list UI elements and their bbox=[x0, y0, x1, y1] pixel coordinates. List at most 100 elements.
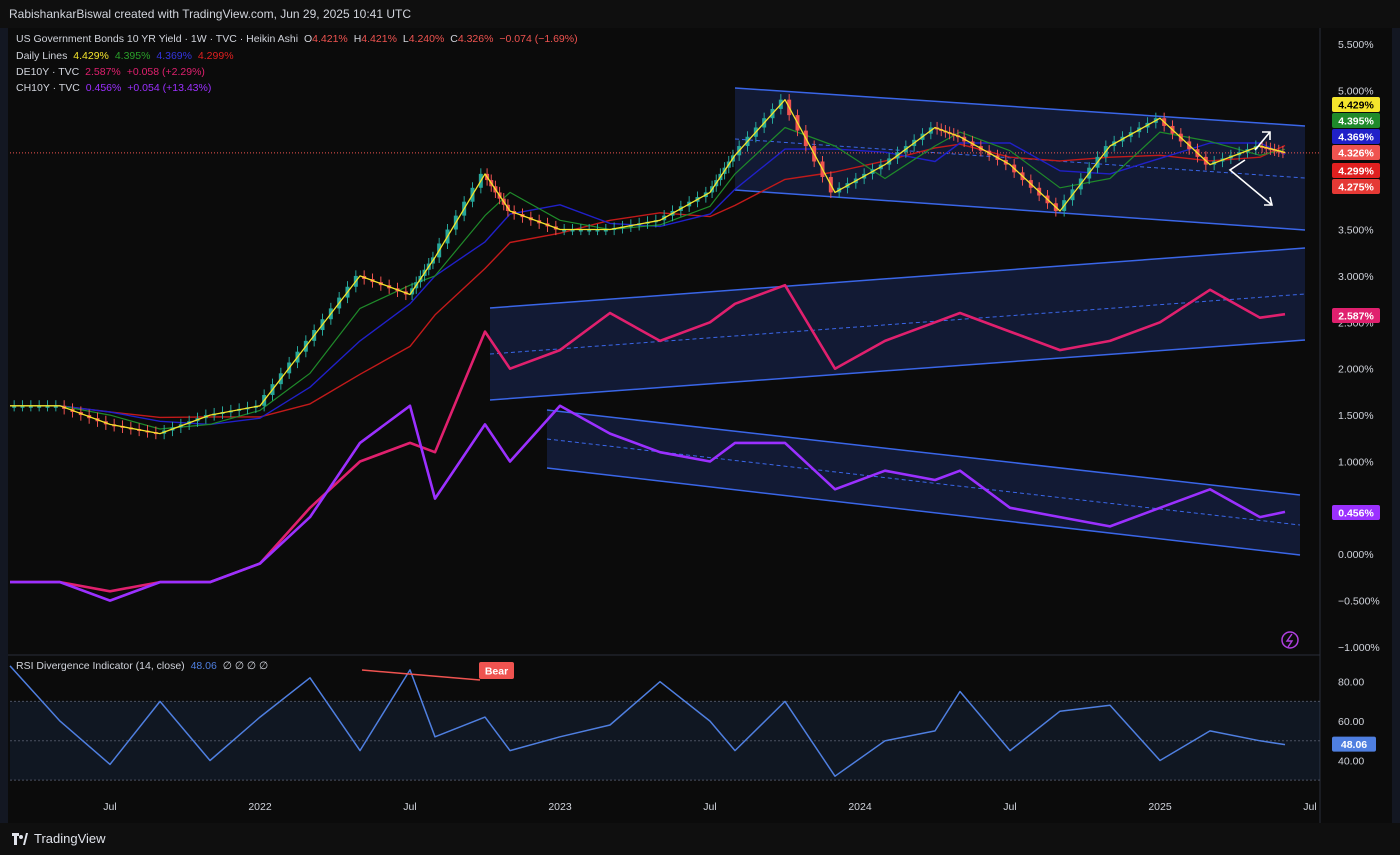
ma-yellow-line bbox=[10, 99, 1286, 435]
alert-lightning-bolt bbox=[1285, 633, 1294, 648]
rsi-legend[interactable]: RSI Divergence Indicator (14, close) 48.… bbox=[16, 660, 271, 672]
low-value: 4.240% bbox=[408, 33, 445, 45]
last-value-tag bbox=[1332, 97, 1380, 112]
down-arrow-head bbox=[1264, 196, 1274, 206]
y-tick-label: 3.000% bbox=[1338, 271, 1374, 283]
bear-divergence-line bbox=[361, 669, 481, 681]
close-label: C bbox=[450, 33, 458, 45]
candle-body bbox=[603, 229, 608, 232]
ma-green-line bbox=[10, 126, 1286, 430]
rsi-band bbox=[10, 701, 1320, 781]
ch10y-channel-upper bbox=[546, 409, 1301, 496]
last-value-tag-text: 4.395% bbox=[1338, 116, 1374, 128]
y-tick-label: 2.000% bbox=[1338, 364, 1374, 376]
rsi-value: 48.06 bbox=[190, 660, 217, 672]
ma-red-line bbox=[10, 143, 1286, 419]
last-value-tag-text: 4.369% bbox=[1338, 132, 1374, 144]
de10y-channel-lower bbox=[489, 339, 1306, 401]
low-label: L bbox=[402, 33, 409, 45]
daily-lines-v1: 4.429% bbox=[73, 50, 109, 62]
rsi-line bbox=[9, 665, 1286, 777]
last-value-tag-text: 4.275% bbox=[1338, 182, 1374, 194]
de10y-channel-upper bbox=[489, 247, 1306, 309]
ch10y-legend[interactable]: CH10Y · TVC 0.456% +0.054 (+13.43%) bbox=[16, 82, 214, 94]
last-value-tag bbox=[1332, 129, 1380, 144]
tradingview-logo-icon bbox=[12, 832, 28, 845]
last-value-tag bbox=[1332, 505, 1380, 520]
y-tick-label: 5.000% bbox=[1338, 85, 1374, 97]
rsi-last-value-tag bbox=[1332, 736, 1376, 752]
rsi-extras: ∅ ∅ ∅ ∅ bbox=[222, 660, 269, 672]
last-value-tag-text: 4.326% bbox=[1338, 148, 1374, 160]
open-value: 4.421% bbox=[312, 33, 348, 45]
candle-body bbox=[587, 229, 592, 232]
x-tick-label: Jul bbox=[1003, 801, 1016, 813]
change-value: −0.074 (−1.69%) bbox=[499, 33, 578, 45]
de10y-channel-mid bbox=[489, 293, 1306, 355]
high-label: H bbox=[353, 33, 362, 45]
open-label: O bbox=[303, 33, 313, 45]
last-value-tag bbox=[1332, 308, 1380, 323]
rsi-y-tick-label: 80.00 bbox=[1338, 677, 1364, 689]
last-value-tag bbox=[1332, 113, 1380, 128]
ma-blue-line bbox=[10, 142, 1286, 426]
x-tick-label: 2022 bbox=[248, 801, 272, 813]
up-arrow-head bbox=[1262, 131, 1271, 140]
us10y-channel-mid bbox=[734, 138, 1306, 179]
footer-brand-text: TradingView bbox=[34, 831, 106, 846]
x-tick-label: Jul bbox=[103, 801, 116, 813]
candle-body bbox=[53, 405, 58, 408]
de10y-value: 2.587% bbox=[85, 66, 121, 78]
y-tick-label: 0.000% bbox=[1338, 549, 1374, 561]
candle-body bbox=[12, 405, 17, 408]
de10y-label: DE10Y · TVC bbox=[16, 66, 80, 78]
last-value-tag-text: 2.587% bbox=[1338, 311, 1374, 323]
y-tick-label: −0.500% bbox=[1338, 596, 1380, 608]
ch10y-channel-lower bbox=[546, 467, 1301, 556]
footer-bar: TradingView bbox=[0, 823, 1400, 855]
daily-lines-v3: 4.369% bbox=[156, 50, 192, 62]
daily-lines-v2: 4.395% bbox=[114, 50, 151, 62]
ch10y-change: +0.054 (+13.43%) bbox=[127, 82, 212, 94]
candle-body bbox=[595, 229, 600, 232]
tradingview-brand[interactable]: TradingView bbox=[12, 831, 106, 846]
y-tick-label: 5.500% bbox=[1338, 39, 1374, 51]
header-credit: RabishankarBiswal created with TradingVi… bbox=[0, 0, 1400, 28]
last-value-tag-text: 4.299% bbox=[1338, 166, 1374, 178]
main-legend[interactable]: US Government Bonds 10 YR Yield · 1W · T… bbox=[16, 33, 581, 45]
up-arrow-drawing bbox=[1254, 131, 1271, 151]
main-title: US Government Bonds 10 YR Yield · 1W · T… bbox=[16, 33, 299, 45]
ch10y-line bbox=[10, 404, 1286, 602]
rsi-y-tick-label: 60.00 bbox=[1338, 716, 1364, 728]
ch10y-label: CH10Y · TVC bbox=[16, 82, 80, 94]
de10y-change: +0.058 (+2.29%) bbox=[126, 66, 205, 78]
bear-label-text: Bear bbox=[485, 666, 508, 678]
de10y-legend[interactable]: DE10Y · TVC 2.587% +0.058 (+2.29%) bbox=[16, 66, 208, 78]
bear-label-badge bbox=[479, 662, 514, 679]
rsi-last-value-text: 48.06 bbox=[1341, 739, 1367, 751]
daily-lines-legend[interactable]: Daily Lines 4.429% 4.395% 4.369% 4.299% bbox=[16, 50, 237, 62]
rsi-y-tick-label: 40.00 bbox=[1338, 755, 1364, 767]
us10y-channel-fill bbox=[735, 88, 1305, 230]
daily-lines-v4: 4.299% bbox=[197, 50, 234, 62]
us10y-channel-lower bbox=[734, 189, 1306, 231]
candle-body bbox=[20, 405, 25, 408]
x-tick-label: 2023 bbox=[548, 801, 572, 813]
x-tick-label: 2024 bbox=[848, 801, 872, 813]
y-tick-label: −1.000% bbox=[1338, 642, 1380, 654]
last-value-tag-text: 4.429% bbox=[1338, 100, 1374, 112]
candle-body bbox=[45, 405, 50, 408]
last-value-tag-text: 0.456% bbox=[1338, 508, 1374, 520]
candle-body bbox=[578, 229, 583, 232]
us10y-channel-upper bbox=[734, 87, 1306, 127]
x-tick-label: Jul bbox=[703, 801, 716, 813]
y-tick-label: 1.500% bbox=[1338, 410, 1374, 422]
chart-area[interactable] bbox=[8, 28, 1392, 823]
candle-body bbox=[37, 405, 42, 408]
last-value-tag bbox=[1332, 163, 1380, 178]
alert-lightning-icon[interactable] bbox=[1281, 631, 1299, 649]
daily-lines-label: Daily Lines bbox=[16, 50, 68, 62]
x-tick-label: Jul bbox=[403, 801, 416, 813]
ch10y-value: 0.456% bbox=[85, 82, 122, 94]
